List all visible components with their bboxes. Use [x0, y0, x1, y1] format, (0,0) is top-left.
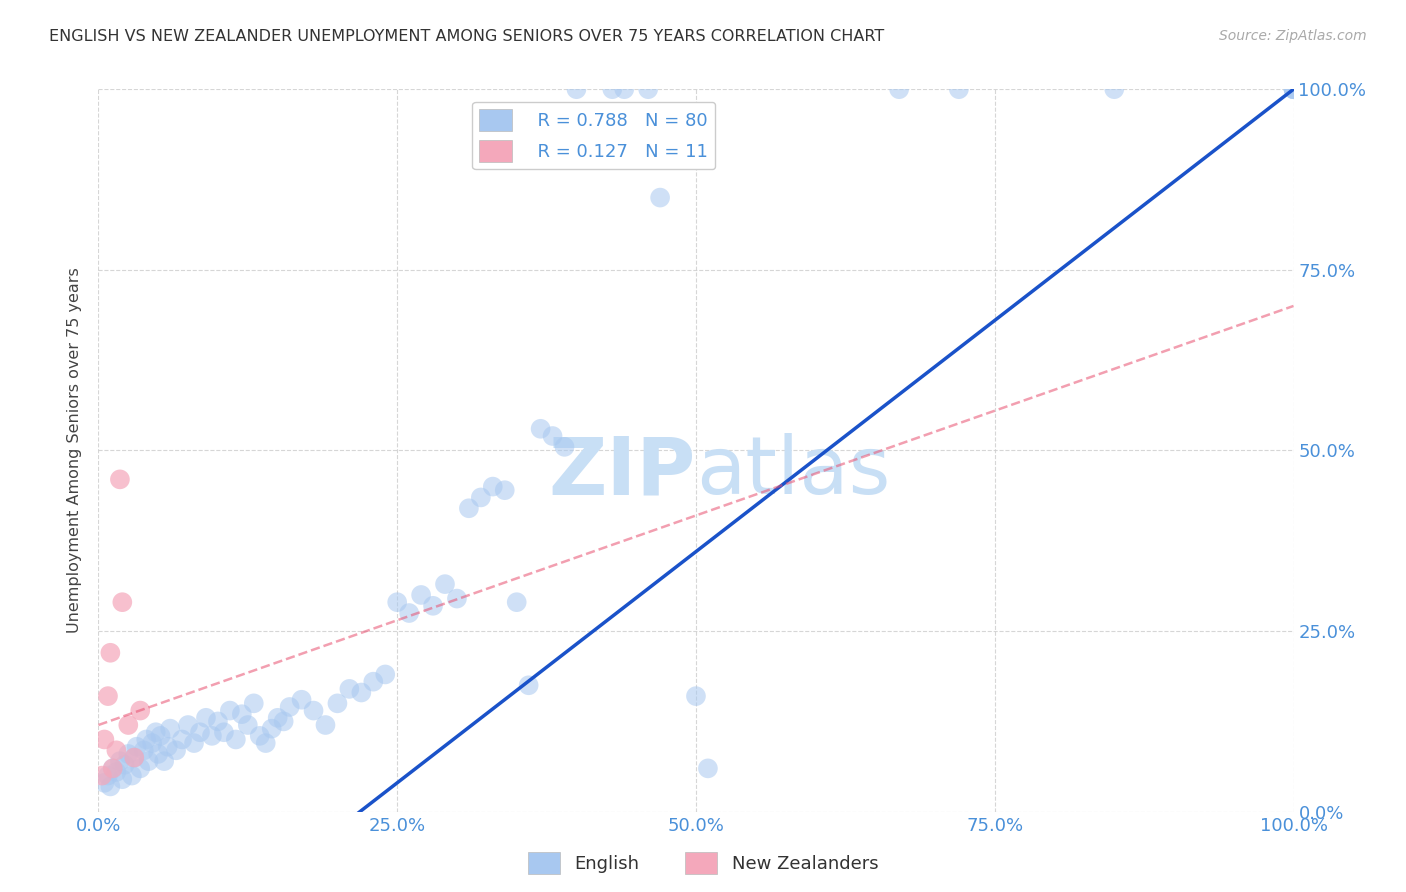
Point [124, 750, 146, 764]
Point [172, 732, 194, 747]
Point [111, 772, 134, 787]
Point [889, 82, 911, 96]
Point [111, 595, 134, 609]
Point [315, 718, 337, 732]
Point [260, 722, 283, 736]
Point [278, 700, 301, 714]
Point [159, 722, 181, 736]
Point [231, 707, 253, 722]
Point [494, 483, 516, 498]
Point [165, 743, 187, 757]
Point [141, 736, 163, 750]
Point [541, 429, 564, 443]
Point [363, 674, 385, 689]
Legend:   R = 0.788   N = 80,   R = 0.127   N = 11: R = 0.788 N = 80, R = 0.127 N = 11 [472, 102, 716, 169]
Point [434, 577, 457, 591]
Point [97, 769, 120, 783]
Point [1282, 82, 1305, 96]
Point [98, 780, 122, 794]
Legend: English, New Zealanders: English, New Zealanders [520, 845, 886, 881]
Point [685, 689, 707, 703]
Point [183, 736, 205, 750]
Point [212, 725, 235, 739]
Point [637, 82, 659, 96]
Point [1282, 82, 1305, 96]
Point [411, 588, 433, 602]
Point [93, 776, 115, 790]
Point [145, 725, 167, 739]
Point [129, 761, 152, 775]
Point [565, 82, 588, 96]
Point [422, 599, 444, 613]
Point [470, 491, 492, 505]
Point [201, 729, 224, 743]
Point [138, 754, 160, 768]
Point [219, 704, 242, 718]
Point [121, 769, 143, 783]
Point [117, 718, 139, 732]
Point [101, 761, 124, 775]
Point [153, 754, 176, 768]
Point [273, 714, 295, 729]
Point [93, 732, 115, 747]
Point [195, 711, 218, 725]
Point [249, 729, 271, 743]
Point [398, 606, 420, 620]
Point [124, 750, 146, 764]
Point [506, 595, 529, 609]
Point [148, 747, 170, 761]
Point [188, 725, 211, 739]
Point [1104, 82, 1126, 96]
Point [149, 729, 172, 743]
Point [530, 422, 553, 436]
Point [254, 736, 277, 750]
Text: atlas: atlas [696, 434, 890, 511]
Point [291, 692, 314, 706]
Point [125, 739, 148, 754]
Point [302, 704, 325, 718]
Point [132, 743, 155, 757]
Text: Source: ZipAtlas.com: Source: ZipAtlas.com [1219, 29, 1367, 43]
Point [114, 757, 136, 772]
Point [177, 718, 200, 732]
Point [97, 689, 120, 703]
Point [117, 747, 139, 761]
Point [482, 480, 505, 494]
Point [697, 761, 720, 775]
Point [101, 761, 124, 775]
Point [350, 685, 373, 699]
Point [91, 769, 114, 783]
Point [326, 696, 349, 710]
Text: ZIP: ZIP [548, 434, 696, 511]
Y-axis label: Unemployment Among Seniors over 75 years: Unemployment Among Seniors over 75 years [67, 268, 83, 633]
Point [236, 718, 259, 732]
Point [156, 739, 179, 754]
Point [339, 681, 361, 696]
Point [554, 440, 576, 454]
Point [98, 646, 122, 660]
Point [458, 501, 481, 516]
Point [105, 743, 128, 757]
Point [385, 595, 409, 609]
Point [602, 82, 624, 96]
Point [650, 191, 672, 205]
Point [613, 82, 636, 96]
Point [129, 704, 152, 718]
Point [267, 711, 290, 725]
Point [948, 82, 970, 96]
Point [446, 591, 468, 606]
Point [374, 667, 396, 681]
Point [243, 696, 266, 710]
Point [207, 714, 229, 729]
Point [108, 472, 131, 486]
Text: ENGLISH VS NEW ZEALANDER UNEMPLOYMENT AMONG SENIORS OVER 75 YEARS CORRELATION CH: ENGLISH VS NEW ZEALANDER UNEMPLOYMENT AM… [49, 29, 884, 44]
Point [135, 732, 157, 747]
Point [108, 754, 131, 768]
Point [1282, 82, 1305, 96]
Point [105, 764, 128, 779]
Point [225, 732, 247, 747]
Point [1282, 82, 1305, 96]
Point [517, 678, 540, 692]
